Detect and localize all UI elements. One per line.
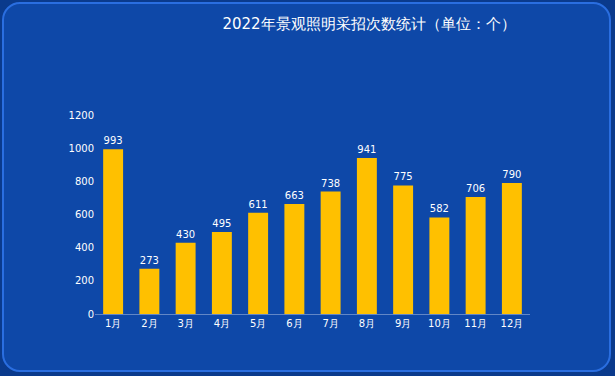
svg-text:706: 706 bbox=[466, 183, 485, 194]
svg-text:611: 611 bbox=[249, 199, 268, 210]
svg-text:582: 582 bbox=[430, 203, 449, 214]
svg-text:7月: 7月 bbox=[322, 318, 338, 329]
svg-text:430: 430 bbox=[176, 229, 195, 240]
svg-text:775: 775 bbox=[394, 171, 413, 182]
svg-text:738: 738 bbox=[321, 178, 340, 189]
svg-text:2月: 2月 bbox=[141, 318, 157, 329]
svg-text:800: 800 bbox=[75, 176, 94, 187]
svg-text:9月: 9月 bbox=[395, 318, 411, 329]
svg-text:993: 993 bbox=[104, 135, 123, 146]
svg-text:400: 400 bbox=[75, 242, 94, 253]
svg-text:941: 941 bbox=[357, 144, 376, 155]
svg-text:200: 200 bbox=[75, 275, 94, 286]
svg-text:8月: 8月 bbox=[359, 318, 375, 329]
svg-text:3月: 3月 bbox=[177, 318, 193, 329]
svg-text:5月: 5月 bbox=[250, 318, 266, 329]
svg-text:1200: 1200 bbox=[69, 110, 94, 121]
svg-text:600: 600 bbox=[75, 209, 94, 220]
svg-text:273: 273 bbox=[140, 255, 159, 266]
svg-text:10月: 10月 bbox=[428, 318, 451, 329]
svg-text:2022年景观照明采招次数统计（单位：个）: 2022年景观照明采招次数统计（单位：个） bbox=[222, 15, 515, 33]
svg-text:790: 790 bbox=[502, 169, 521, 180]
svg-text:6月: 6月 bbox=[286, 318, 302, 329]
svg-text:1000: 1000 bbox=[69, 143, 94, 154]
svg-text:4月: 4月 bbox=[214, 318, 230, 329]
svg-text:12月: 12月 bbox=[501, 318, 524, 329]
svg-text:663: 663 bbox=[285, 190, 304, 201]
svg-text:1月: 1月 bbox=[105, 318, 121, 329]
svg-text:0: 0 bbox=[88, 309, 94, 320]
svg-text:11月: 11月 bbox=[464, 318, 487, 329]
svg-text:495: 495 bbox=[212, 218, 231, 229]
